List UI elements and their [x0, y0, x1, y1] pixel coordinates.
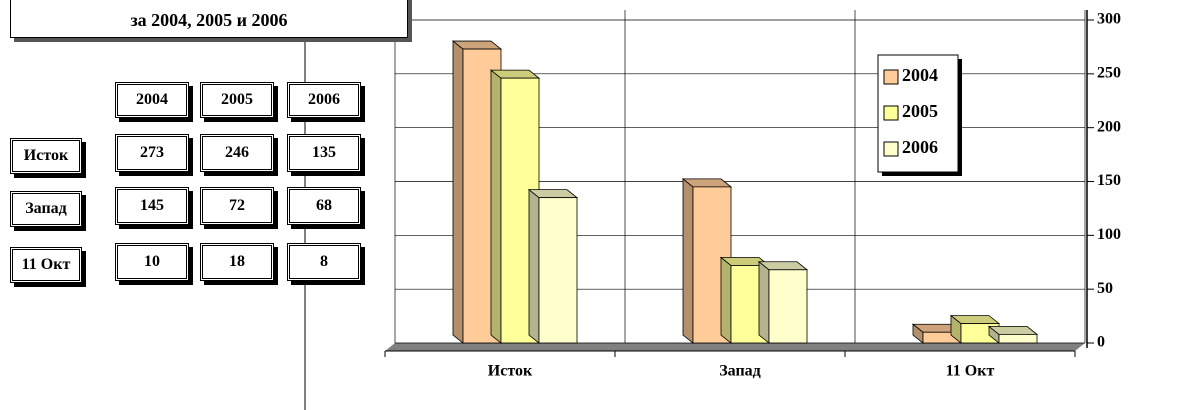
bar-side [758, 260, 770, 344]
bar-side [452, 40, 464, 344]
legend-label: 2005 [902, 101, 938, 121]
legend-label: 2006 [902, 137, 938, 157]
column-header: 2005 [200, 82, 274, 118]
column-header: 2004 [115, 82, 189, 118]
y-tick-label: 50 [1097, 280, 1113, 297]
x-tick-label: 11 Окт [946, 363, 995, 380]
bar-side [682, 178, 694, 344]
legend-swatch [883, 105, 899, 121]
legend-swatch [883, 141, 899, 157]
bar-side [490, 69, 502, 344]
title: за 2004, 2005 и 2006 [10, 0, 408, 38]
y-tick-label: 200 [1097, 118, 1121, 135]
cell: 72 [200, 187, 274, 225]
row-label: Исток [10, 138, 82, 174]
y-tick-label: 0 [1097, 334, 1105, 351]
y-tick-label: 150 [1097, 172, 1121, 189]
cell: 273 [115, 134, 189, 172]
floor [385, 343, 1085, 351]
cell: 145 [115, 187, 189, 225]
x-tick-label: Исток [488, 363, 533, 380]
cell: 18 [200, 243, 274, 281]
cell: 135 [287, 134, 361, 172]
y-tick-label: 300 [1097, 11, 1121, 28]
y-tick-label: 250 [1097, 65, 1121, 82]
bar [998, 333, 1038, 344]
row-label: 11 Окт [10, 247, 82, 283]
bar-side [720, 256, 732, 344]
row-label: Запад [10, 191, 82, 227]
legend-swatch [883, 69, 899, 85]
cell: 246 [200, 134, 274, 172]
cell: 8 [287, 243, 361, 281]
column-header: 2006 [287, 82, 361, 118]
legend-label: 2004 [902, 65, 938, 85]
cell: 68 [287, 187, 361, 225]
y-tick-label: 100 [1097, 226, 1121, 243]
bar [538, 197, 578, 344]
bar [768, 269, 808, 344]
cell: 10 [115, 243, 189, 281]
x-tick-label: Запад [719, 363, 761, 380]
bar-side [528, 188, 540, 344]
